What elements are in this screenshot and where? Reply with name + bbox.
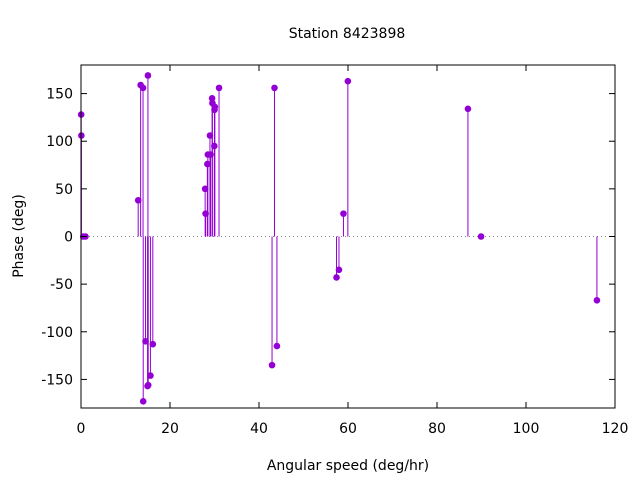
x-axis-label: Angular speed (deg/hr) <box>267 458 429 474</box>
y-tick-label: 0 <box>64 230 73 246</box>
data-point <box>139 398 147 405</box>
chart-title: Station 8423898 <box>289 26 406 42</box>
data-point <box>149 340 157 348</box>
data-point <box>273 342 281 350</box>
data-point <box>268 361 276 369</box>
x-tick-label: 80 <box>428 421 446 437</box>
y-tick-label: -100 <box>41 325 73 341</box>
data-point <box>335 266 343 274</box>
data-point <box>144 72 152 79</box>
data-point <box>215 84 223 92</box>
x-tick-label: 120 <box>602 421 629 437</box>
x-tick-label: 100 <box>513 421 540 437</box>
y-tick-label: -50 <box>50 277 73 293</box>
data-point <box>464 105 472 113</box>
data-point <box>139 84 147 92</box>
x-tick-label: 20 <box>161 421 179 437</box>
x-tick-label: 40 <box>250 421 268 437</box>
y-tick-label: -150 <box>41 372 73 388</box>
y-tick-label: 50 <box>55 182 73 198</box>
data-point <box>477 233 485 240</box>
data-point <box>208 95 216 102</box>
axis-ticks: 0 20 40 60 80 100 120 -150 -100 -50 0 50 100 150 <box>41 65 628 437</box>
x-tick-label: 0 <box>77 421 86 437</box>
y-tick-label: 100 <box>46 134 73 150</box>
data-point <box>344 77 352 85</box>
x-tick-label: 60 <box>339 421 357 437</box>
data-point <box>211 103 219 111</box>
data-point <box>144 381 152 389</box>
plot-area <box>77 72 615 405</box>
data-point <box>134 196 142 204</box>
data-point <box>271 84 278 92</box>
y-tick-label: 150 <box>46 87 73 103</box>
y-axis-label: Phase (deg) <box>11 194 27 278</box>
data-point <box>593 297 601 304</box>
data-point <box>340 210 347 217</box>
data-point <box>147 372 154 379</box>
data-point <box>333 274 340 281</box>
data-point <box>201 185 209 193</box>
